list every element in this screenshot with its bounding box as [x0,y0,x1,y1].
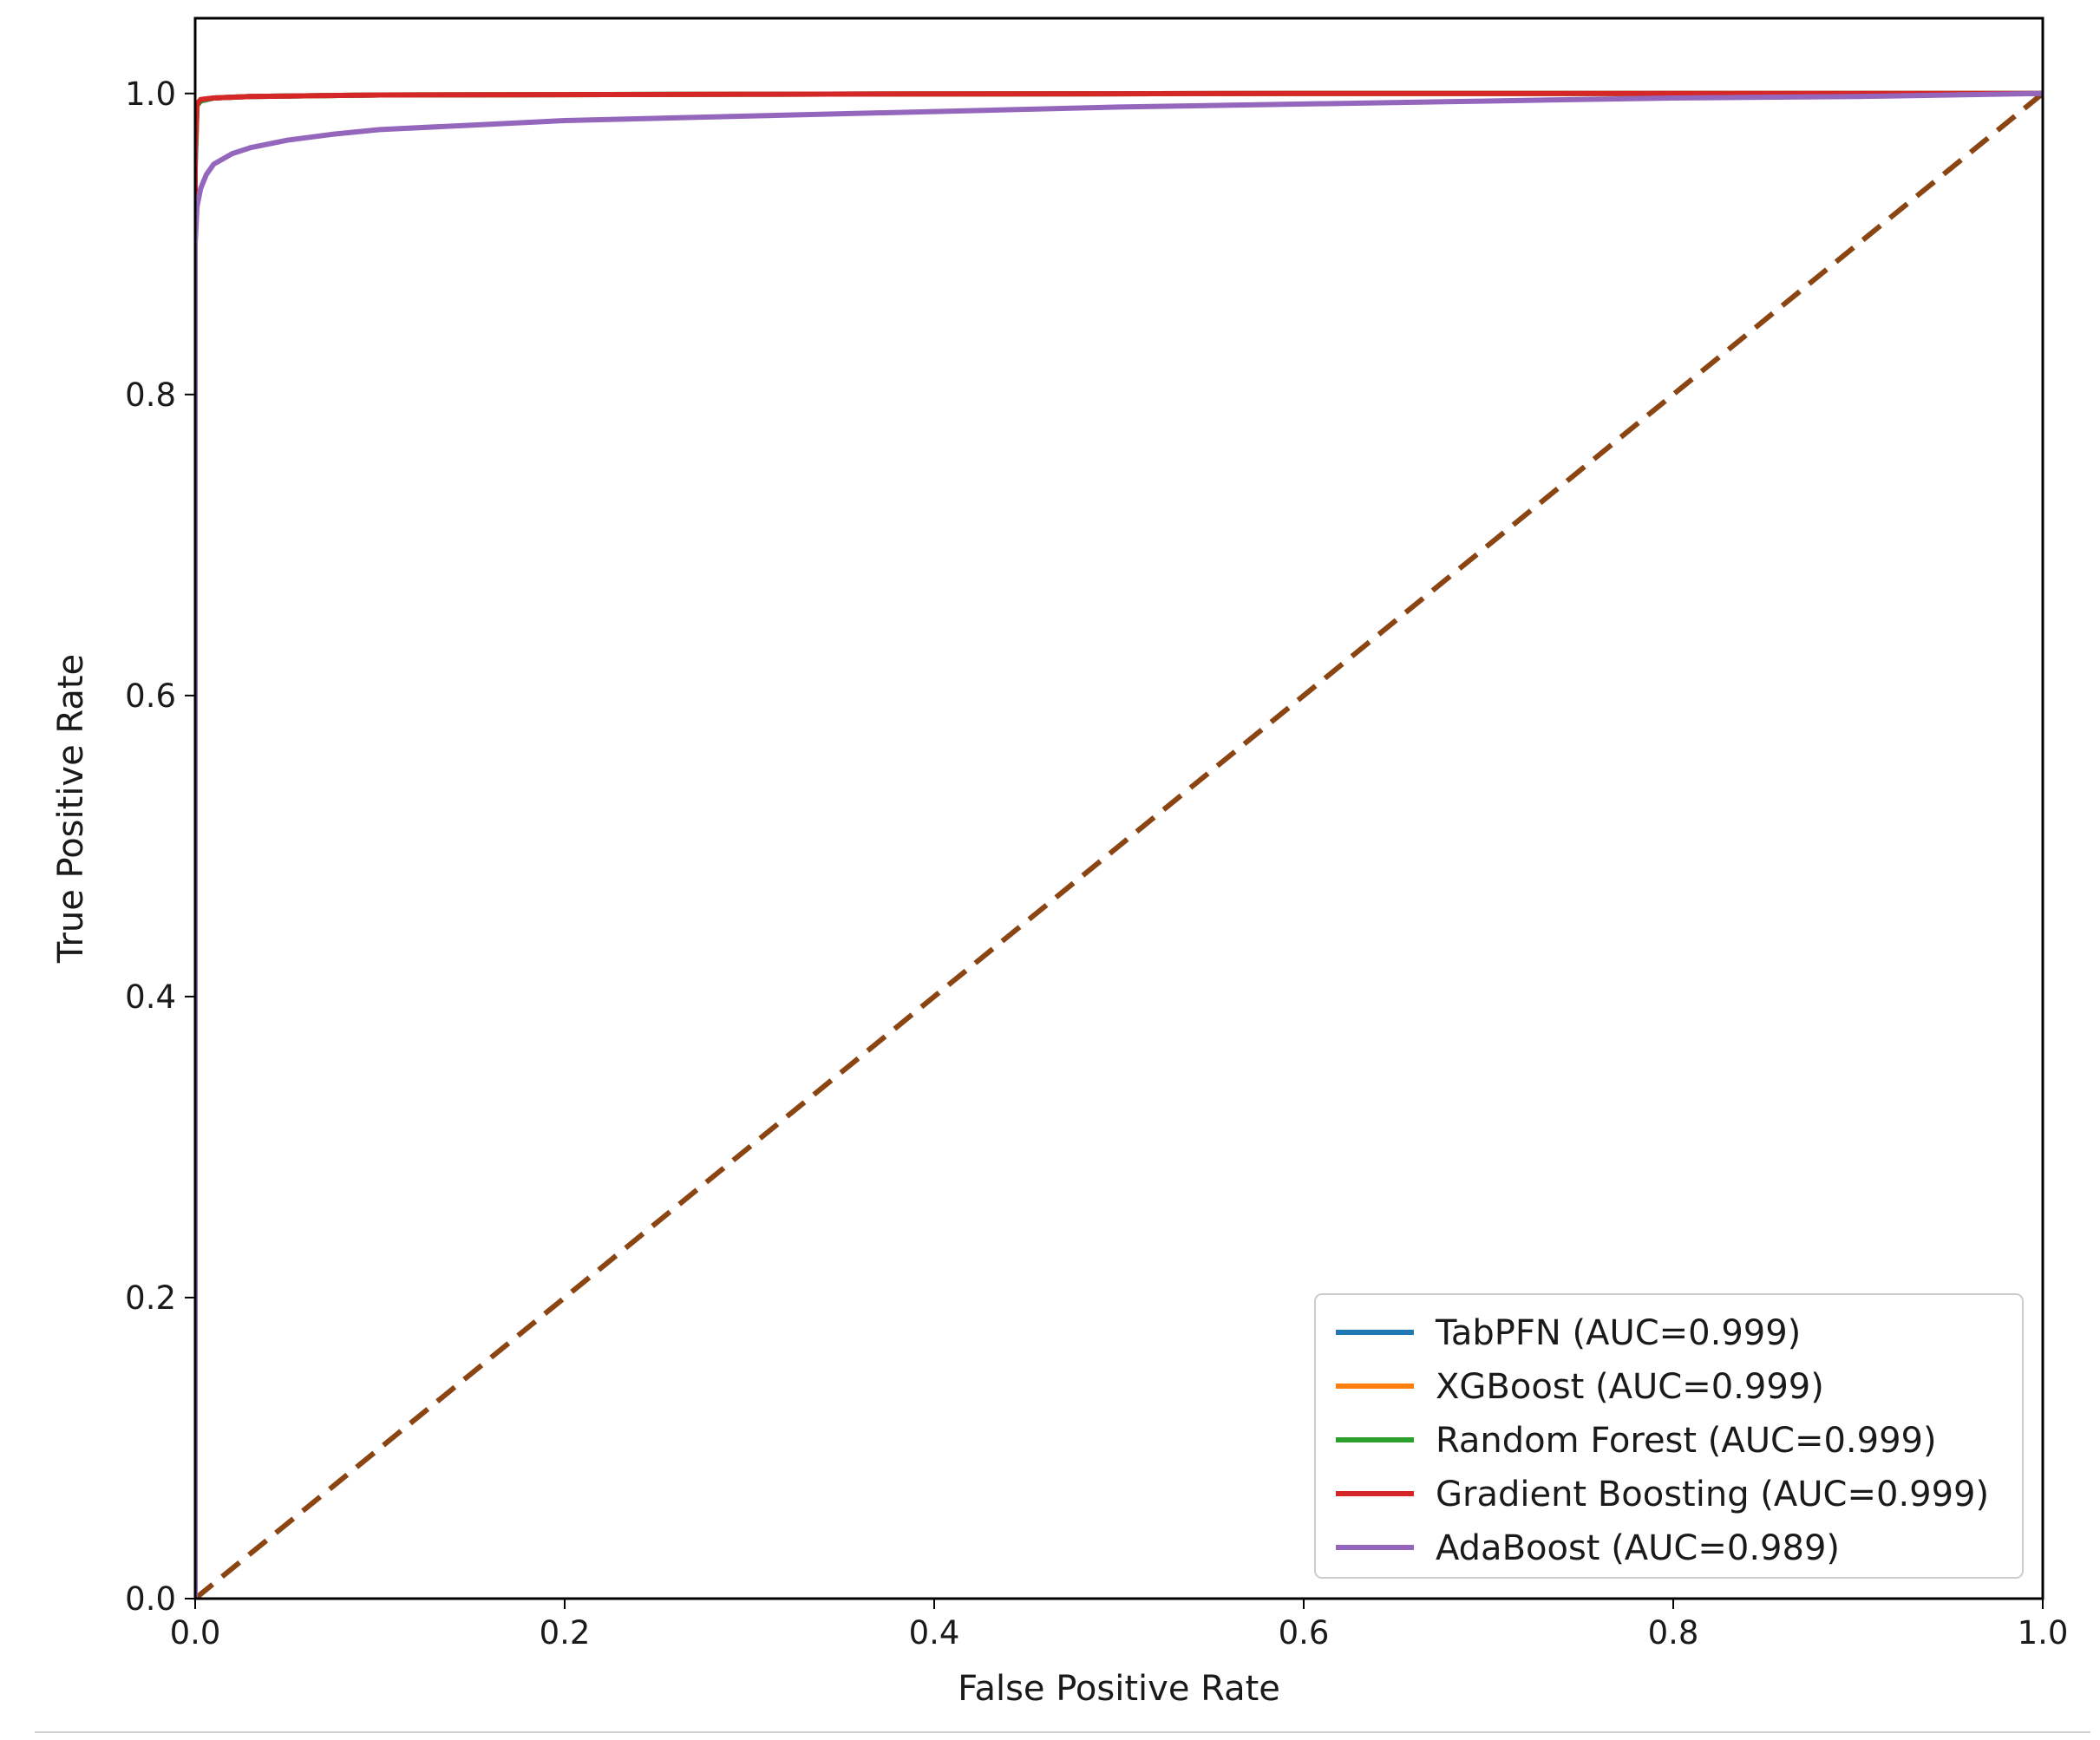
y-tick-label: 0.8 [125,376,176,414]
y-axis-label: True Positive Rate [51,654,91,964]
axis-ticks: 0.0 0.2 0.4 0.6 0.8 1.0 0.0 0.2 0.4 0.6 0.8 1.0 [125,75,2068,1652]
legend-box [1314,1293,2024,1579]
legend: TabPFN (AUC=0.999) XGBoost (AUC=0.999) Ran… [1314,1293,2024,1579]
x-tick-label: 0.8 [1648,1614,1699,1652]
series-line-5 [195,90,2043,1599]
y-tick-label: 0.6 [125,677,176,715]
legend-label: XGBoost (AUC=0.999) [1436,1367,1824,1407]
legend-label: AdaBoost (AUC=0.989) [1436,1528,1840,1568]
x-axis-label: False Positive Rate [958,1669,1280,1709]
y-tick-label: 1.0 [125,75,176,113]
y-tick-label: 0.4 [125,978,176,1016]
x-tick-label: 0.6 [1279,1614,1330,1652]
legend-label: TabPFN (AUC=0.999) [1435,1313,1801,1353]
x-tick-label: 1.0 [2018,1614,2069,1652]
plot-frame [193,16,2044,1600]
chance-reference-line [195,91,2043,1599]
legend-label: Random Forest (AUC=0.999) [1436,1421,1937,1461]
y-tick-label: 0.2 [125,1279,176,1317]
y-tick-label: 0.0 [125,1580,176,1618]
x-tick-label: 0.2 [540,1614,591,1652]
x-tick-label: 0.4 [909,1614,960,1652]
x-tick-label: 0.0 [170,1614,221,1652]
legend-label: Gradient Boosting (AUC=0.999) [1436,1475,1989,1514]
